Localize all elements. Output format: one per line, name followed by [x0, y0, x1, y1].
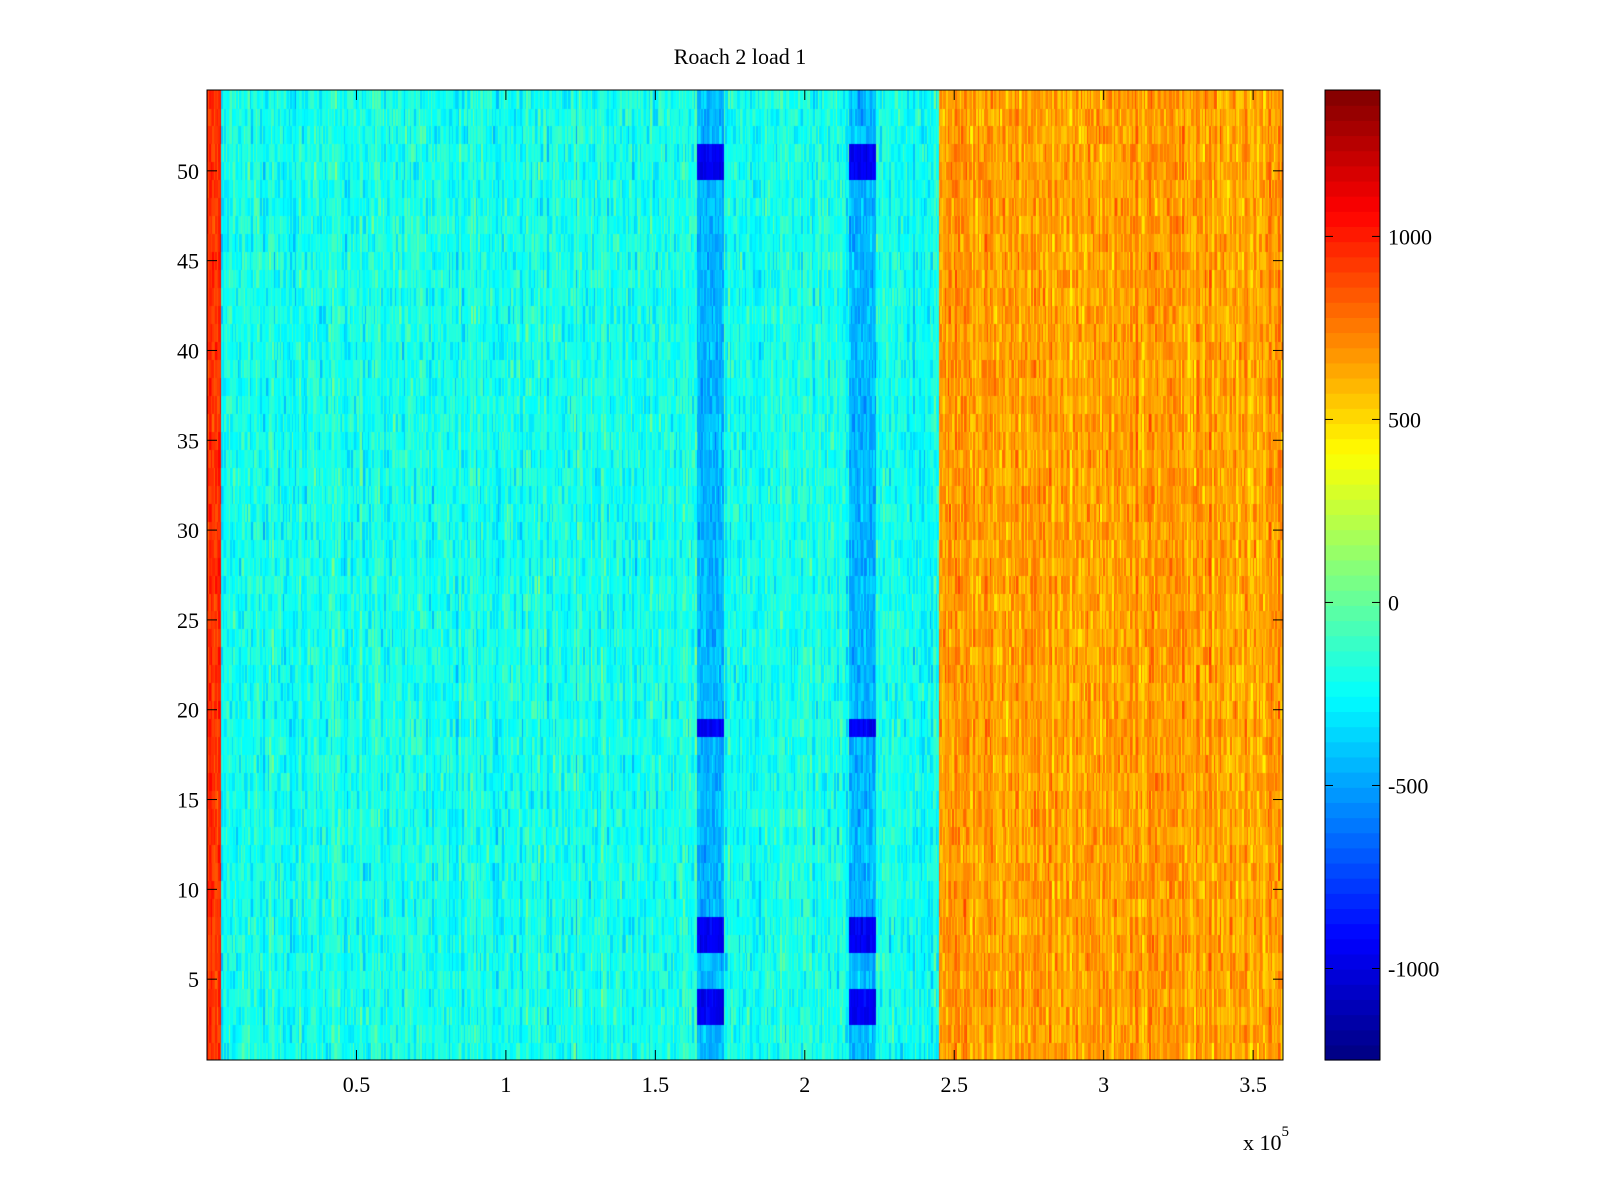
axes-frame [206, 89, 1284, 1061]
chart-title: Roach 2 load 1 [674, 44, 807, 69]
colorbar-step [1325, 1029, 1380, 1046]
x-axis-multiplier: x 105 [1243, 1124, 1289, 1155]
colorbar-step [1325, 135, 1380, 152]
colorbar-step [1325, 878, 1380, 894]
colorbar-step [1325, 393, 1380, 409]
colorbar-step [1325, 468, 1380, 485]
colorbar-step [1325, 544, 1380, 561]
colorbar-step [1325, 347, 1380, 364]
x-tick-label: 2 [799, 1072, 810, 1097]
heatmap-plot-area [207, 90, 1283, 1060]
colorbar-frame [1324, 89, 1381, 1061]
colorbar-step [1325, 150, 1380, 167]
colorbar-step [1325, 256, 1380, 273]
colorbar-step [1325, 969, 1380, 985]
colorbar-step [1325, 802, 1380, 819]
colorbar-step [1325, 635, 1380, 652]
colorbar-step [1325, 923, 1380, 940]
y-tick-label: 5 [188, 967, 199, 992]
colorbar-step [1325, 362, 1380, 379]
colorbar-step [1325, 711, 1380, 728]
colorbar-step [1325, 165, 1380, 182]
y-tick-label: 15 [177, 788, 199, 813]
colorbar-step [1325, 241, 1380, 258]
x-tick-label: 1.5 [642, 1072, 670, 1097]
y-tick-label: 50 [177, 159, 199, 184]
colorbar-step [1325, 90, 1380, 106]
colorbar-step [1325, 787, 1380, 803]
colorbar-step [1325, 681, 1380, 697]
colorbar-step [1325, 332, 1380, 349]
colorbar-step [1325, 938, 1380, 955]
colorbar-tick-label: 0 [1388, 590, 1399, 615]
colorbar-step [1325, 832, 1380, 849]
colorbar-step [1325, 605, 1380, 622]
colorbar-step [1325, 862, 1380, 879]
colorbar-step [1325, 408, 1380, 425]
colorbar-tick-label: 1000 [1388, 224, 1432, 249]
colorbar-step [1325, 1014, 1380, 1031]
colorbar-step [1325, 271, 1380, 288]
colorbar-step [1325, 196, 1380, 212]
x-tick-label: 2.5 [940, 1072, 968, 1097]
colorbar-step [1325, 438, 1380, 455]
colorbar-step [1325, 893, 1380, 910]
colorbar-step [1325, 665, 1380, 682]
colorbar-step [1325, 423, 1380, 440]
heatmap-image [207, 90, 1283, 1060]
colorbar [1325, 90, 1380, 1061]
x-multiplier-exponent: 5 [1282, 1124, 1290, 1140]
colorbar-step [1325, 226, 1380, 243]
colorbar-step [1325, 772, 1380, 788]
colorbar-step [1325, 726, 1380, 743]
colorbar-step [1325, 575, 1380, 591]
colorbar-ticks: 1000 500 0 -500 -1000 [1325, 224, 1439, 981]
colorbar-step [1325, 377, 1380, 394]
x-multiplier-base: x 10 [1243, 1130, 1282, 1155]
colorbar-step [1325, 590, 1380, 606]
colorbar-step [1325, 908, 1380, 925]
colorbar-step [1325, 620, 1380, 637]
y-tick-label: 35 [177, 428, 199, 453]
y-tick-label: 20 [177, 698, 199, 723]
colorbar-step [1325, 559, 1380, 576]
colorbar-step [1325, 756, 1380, 773]
colorbar-step [1325, 984, 1380, 1000]
y-tick-label: 25 [177, 608, 199, 633]
colorbar-tick-label: -500 [1388, 773, 1428, 798]
x-axis-ticks: 0.5 1 1.5 2 2.5 3 3.5 [343, 90, 1267, 1097]
colorbar-step [1325, 287, 1380, 303]
colorbar-step [1325, 999, 1380, 1016]
colorbar-tick-label: -1000 [1388, 956, 1439, 981]
x-tick-label: 0.5 [343, 1072, 371, 1097]
colorbar-step [1325, 211, 1380, 228]
colorbar-step [1325, 529, 1380, 546]
colorbar-step [1325, 302, 1380, 318]
x-tick-label: 3 [1098, 1072, 1109, 1097]
y-tick-label: 30 [177, 518, 199, 543]
colorbar-tick-label: 500 [1388, 407, 1421, 432]
x-tick-label: 1 [500, 1072, 511, 1097]
colorbar-step [1325, 453, 1380, 470]
colorbar-step [1325, 484, 1380, 500]
colorbar-step [1325, 180, 1380, 197]
colorbar-step [1325, 696, 1380, 713]
y-tick-label: 40 [177, 338, 199, 363]
colorbar-step [1325, 817, 1380, 834]
colorbar-step [1325, 1044, 1380, 1061]
colorbar-step [1325, 650, 1380, 667]
colorbar-step [1325, 105, 1380, 121]
colorbar-step [1325, 741, 1380, 758]
colorbar-step [1325, 120, 1380, 137]
colorbar-step [1325, 847, 1380, 864]
colorbar-step [1325, 953, 1380, 970]
colorbar-step [1325, 514, 1380, 531]
y-tick-label: 10 [177, 877, 199, 902]
colorbar-step [1325, 499, 1380, 515]
colorbar-step [1325, 317, 1380, 334]
y-tick-label: 45 [177, 249, 199, 274]
y-axis-ticks: 5 10 15 20 25 30 35 40 45 50 [177, 159, 1283, 992]
x-tick-label: 3.5 [1239, 1072, 1267, 1097]
